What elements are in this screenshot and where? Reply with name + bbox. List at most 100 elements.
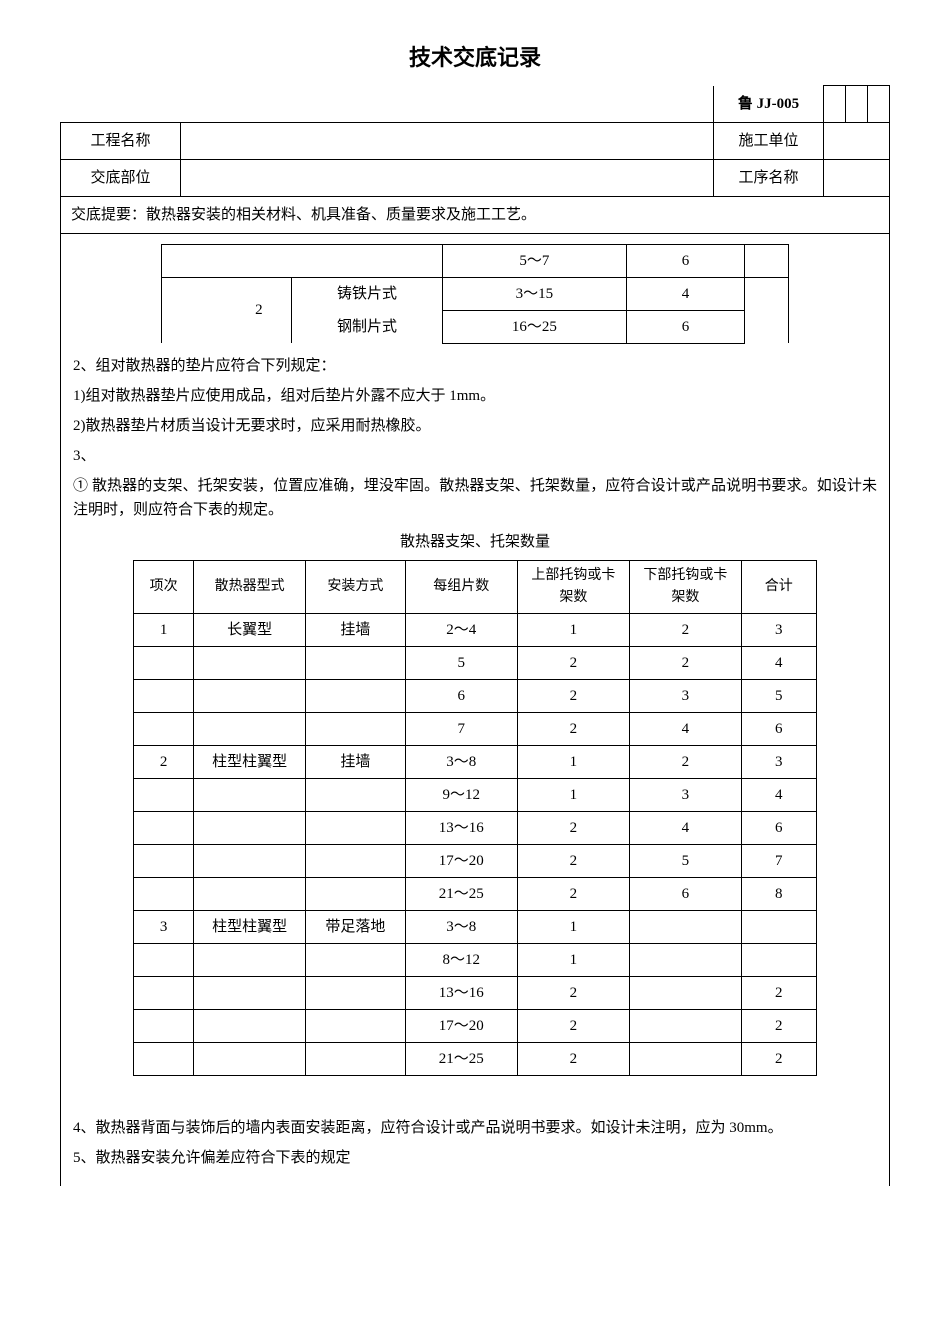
para-3: 3、 — [73, 444, 877, 468]
bt-r11-id — [134, 977, 194, 1010]
bt-r2-id — [134, 680, 194, 713]
bt-r6-id — [134, 812, 194, 845]
bt-r13-type — [194, 1043, 306, 1076]
bt-r13-pieces: 21～25 — [405, 1043, 517, 1076]
bt-r1-down: 2 — [629, 647, 741, 680]
bt-r9-up: 1 — [517, 911, 629, 944]
bt-r8-method — [306, 878, 406, 911]
bt-r4-id: 2 — [134, 746, 194, 779]
bt-r8-type — [194, 878, 306, 911]
bt-r4-sum: 3 — [741, 746, 816, 779]
frag-r0-c6 — [745, 244, 788, 277]
bt-r10-id — [134, 944, 194, 977]
frag-r1-c4: 3～15 — [443, 277, 627, 310]
bt-r7-pieces: 17～20 — [405, 845, 517, 878]
bt-r8-down: 6 — [629, 878, 741, 911]
bt-r2-sum: 5 — [741, 680, 816, 713]
frag-r2-c3: 钢制片式 — [291, 310, 442, 343]
frag-r0-c1 — [162, 244, 227, 277]
bt-r1-method — [306, 647, 406, 680]
bt-r7-method — [306, 845, 406, 878]
bt-r4-pieces: 3～8 — [405, 746, 517, 779]
bt-r2-up: 2 — [517, 680, 629, 713]
bt-r0-id: 1 — [134, 614, 194, 647]
code-box-3 — [868, 86, 890, 123]
bt-r3-method — [306, 713, 406, 746]
fragment-table: 5～7 6 2 铸铁片式 3～15 4 钢制片式 16～25 6 — [161, 244, 788, 344]
bt-r12-sum: 2 — [741, 1010, 816, 1043]
bt-r6-down: 4 — [629, 812, 741, 845]
bt-r7-type — [194, 845, 306, 878]
form-code: 鲁 JJ-005 — [714, 86, 824, 123]
bt-r3-up: 2 — [517, 713, 629, 746]
bt-r10-type — [194, 944, 306, 977]
bt-r5-id — [134, 779, 194, 812]
bt-r6-up: 2 — [517, 812, 629, 845]
bt-r3-down: 4 — [629, 713, 741, 746]
code-box-1 — [824, 86, 846, 123]
bt-r2-type — [194, 680, 306, 713]
bt-r4-type: 柱型柱翼型 — [194, 746, 306, 779]
bt-r5-type — [194, 779, 306, 812]
bt-r8-sum: 8 — [741, 878, 816, 911]
bt-r0-down: 2 — [629, 614, 741, 647]
bt-r7-id — [134, 845, 194, 878]
bt-r9-pieces: 3～8 — [405, 911, 517, 944]
frag-r1-c2: 2 — [227, 277, 292, 343]
bracket-table: 项次 散热器型式 安装方式 每组片数 上部托钩或卡架数 下部托钩或卡架数 合计 … — [133, 560, 816, 1077]
para-3-1: ① 散热器的支架、托架安装，位置应准确，埋没牢固。散热器支架、托架数量，应符合设… — [73, 474, 877, 522]
bt-r0-up: 1 — [517, 614, 629, 647]
bt-r13-method — [306, 1043, 406, 1076]
bt-r8-pieces: 21～25 — [405, 878, 517, 911]
frag-r1-c6 — [745, 277, 788, 343]
bt-r3-type — [194, 713, 306, 746]
para-2-1: 1)组对散热器垫片应使用成品，组对后垫片外露不应大于 1mm。 — [73, 384, 877, 408]
bt-r9-type: 柱型柱翼型 — [194, 911, 306, 944]
bt-r11-method — [306, 977, 406, 1010]
frag-r0-c3 — [291, 244, 442, 277]
frag-r2-c5: 6 — [626, 310, 745, 343]
bt-r6-method — [306, 812, 406, 845]
outer-form-table: 鲁 JJ-005 工程名称 施工单位 交底部位 工序名称 交底提要：散热器安装的… — [60, 85, 890, 1186]
document-title: 技术交底记录 — [60, 40, 890, 75]
bt-r13-up: 2 — [517, 1043, 629, 1076]
bt-r11-down — [629, 977, 741, 1010]
bt-r0-pieces: 2～4 — [405, 614, 517, 647]
bt-r3-id — [134, 713, 194, 746]
bt-r9-method: 带足落地 — [306, 911, 406, 944]
bt-r3-sum: 6 — [741, 713, 816, 746]
bt-r9-down — [629, 911, 741, 944]
frag-r1-c5: 4 — [626, 277, 745, 310]
bt-r2-method — [306, 680, 406, 713]
bt-r7-down: 5 — [629, 845, 741, 878]
bt-h2: 安装方式 — [306, 560, 406, 614]
bt-r10-method — [306, 944, 406, 977]
frag-r0-c2 — [227, 244, 292, 277]
para-4: 4、散热器背面与装饰后的墙内表面安装距离，应符合设计或产品说明书要求。如设计未注… — [73, 1116, 877, 1140]
bt-r4-method: 挂墙 — [306, 746, 406, 779]
process-value — [824, 159, 890, 196]
bt-r5-down: 3 — [629, 779, 741, 812]
code-box-2 — [846, 86, 868, 123]
frag-r1-c1 — [162, 277, 227, 343]
bt-r12-method — [306, 1010, 406, 1043]
bt-r4-down: 2 — [629, 746, 741, 779]
bracket-table-title: 散热器支架、托架数量 — [73, 530, 877, 554]
bt-r1-sum: 4 — [741, 647, 816, 680]
bt-r9-sum — [741, 911, 816, 944]
unit-label: 施工单位 — [714, 122, 824, 159]
frag-r0-c4: 5～7 — [443, 244, 627, 277]
content-cell: 5～7 6 2 铸铁片式 3～15 4 钢制片式 16～25 6 — [61, 233, 890, 1186]
bt-r0-type: 长翼型 — [194, 614, 306, 647]
bt-r1-type — [194, 647, 306, 680]
bt-r10-up: 1 — [517, 944, 629, 977]
bt-r12-up: 2 — [517, 1010, 629, 1043]
bt-r10-pieces: 8～12 — [405, 944, 517, 977]
project-value — [181, 122, 714, 159]
bt-r12-type — [194, 1010, 306, 1043]
bt-r11-pieces: 13～16 — [405, 977, 517, 1010]
bt-h0: 项次 — [134, 560, 194, 614]
bt-r12-id — [134, 1010, 194, 1043]
bt-r13-sum: 2 — [741, 1043, 816, 1076]
bt-r12-down — [629, 1010, 741, 1043]
